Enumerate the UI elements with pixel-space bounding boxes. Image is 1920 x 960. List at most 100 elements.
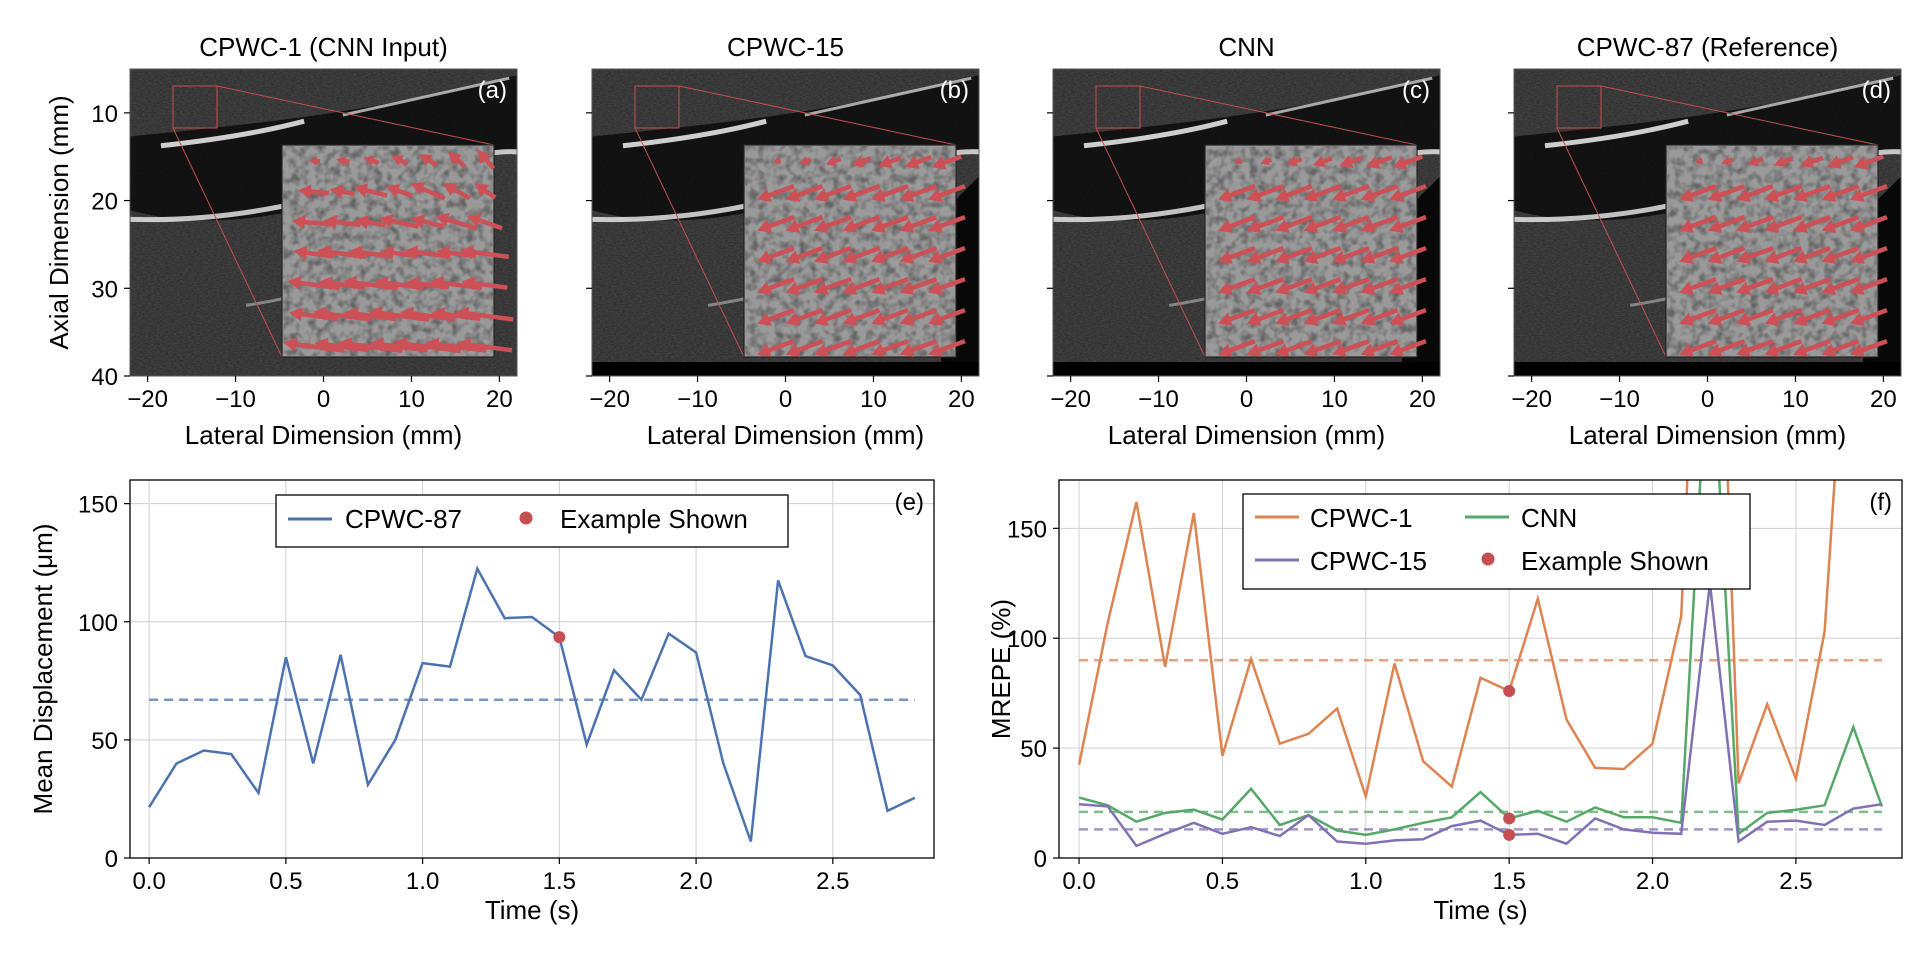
- displacement-arrow: [1286, 155, 1303, 167]
- displacement-arrow: [363, 155, 380, 167]
- arrow-head: [1218, 281, 1233, 295]
- legend-label: CNN: [1521, 503, 1577, 533]
- displacement-arrow: [1736, 339, 1774, 357]
- zoom-connector: [1556, 127, 1667, 358]
- arrow-head: [928, 219, 943, 233]
- displacement-arrow: [785, 184, 824, 202]
- x-tick-label: 0: [317, 386, 330, 413]
- displacement-arrow: [1707, 277, 1746, 295]
- example-marker: [1503, 812, 1516, 825]
- displacement-arrow: [1850, 246, 1888, 264]
- displacement-arrow: [313, 306, 372, 322]
- displacement-arrow: [1389, 246, 1427, 264]
- arrow-head: [1392, 156, 1408, 170]
- displacement-arrow: [928, 339, 966, 357]
- arrow-head: [785, 343, 801, 357]
- series-line-cpwc87: [148, 565, 916, 842]
- arrow-head: [899, 219, 915, 233]
- displacement-arrow: [899, 339, 938, 357]
- panel-a: (a) CPWC-1 (CNN Input) −20 −10 0 10 20 Lateral …: [44, 32, 518, 450]
- tissue-wall: [1726, 76, 1894, 117]
- arrow-head: [289, 307, 303, 322]
- arrow-head: [379, 213, 394, 228]
- displacement-arrow: [430, 275, 483, 291]
- arrow-head: [1303, 281, 1319, 295]
- displacement-arrow: [455, 306, 514, 322]
- arrow-head: [871, 188, 886, 202]
- panel-title: CNN: [1218, 32, 1274, 62]
- displacement-arrow: [773, 156, 782, 165]
- example-marker: [553, 631, 566, 644]
- displacement-arrow: [871, 308, 909, 326]
- arrow-head: [1764, 188, 1780, 202]
- arrow-head: [455, 306, 470, 321]
- arrow-head: [799, 156, 809, 166]
- displacement-arrow: [1850, 308, 1888, 326]
- arrow-head: [871, 219, 886, 233]
- ultrasound-panels: (a) CPWC-1 (CNN Input) −20 −10 0 10 20 Lateral …: [44, 32, 1902, 450]
- arrow-head: [928, 250, 943, 264]
- displacement-arrow: [1389, 184, 1427, 202]
- displacement-arrow: [344, 306, 397, 322]
- displacement-arrow: [785, 308, 824, 326]
- displacement-arrow: [1218, 215, 1256, 233]
- arrow-head: [435, 245, 450, 260]
- displacement-arrow: [814, 246, 852, 264]
- arrow-head: [1246, 250, 1262, 264]
- arrow-head: [313, 306, 327, 321]
- displacement-arrow: [1303, 246, 1342, 264]
- arrow-head: [1821, 343, 1837, 357]
- displacement-arrow: [905, 155, 932, 169]
- arrow-head: [1275, 188, 1290, 202]
- y-tick-label: 0: [1034, 846, 1047, 873]
- zoom-connector: [634, 127, 745, 358]
- arrow-head: [323, 214, 338, 230]
- arrow-head: [1303, 250, 1319, 264]
- displacement-arrow: [1275, 215, 1313, 233]
- arrow-head: [410, 214, 426, 229]
- displacement-arrow: [460, 245, 510, 260]
- displacement-arrow: [1764, 246, 1803, 264]
- plot-area: [148, 565, 916, 842]
- arrow-shaft: [461, 341, 513, 353]
- arrow-head: [842, 219, 858, 233]
- arrow-head: [1360, 250, 1376, 264]
- displacement-arrow: [1793, 277, 1831, 295]
- x-tick-label: 2.5: [816, 868, 849, 895]
- displacement-arrow: [1793, 215, 1831, 233]
- arrow-head: [1246, 219, 1262, 233]
- displacement-arrow: [1246, 308, 1285, 326]
- displacement-arrow: [757, 339, 795, 357]
- arrow-head: [1821, 312, 1837, 326]
- displacement-arrow: [448, 151, 467, 169]
- arrow-head: [773, 156, 781, 165]
- arrow-head: [852, 155, 865, 168]
- displacement-arrow: [425, 337, 487, 353]
- arrow-head: [825, 155, 837, 167]
- x-tick-label: 10: [1782, 386, 1809, 413]
- displacement-arrow: [1332, 308, 1370, 326]
- x-tick-label: −10: [1599, 386, 1640, 413]
- arrow-head: [757, 281, 772, 295]
- arrow-head: [461, 276, 476, 291]
- arrow-head: [394, 336, 408, 352]
- displacement-arrow: [1736, 246, 1774, 264]
- roi-box: [1095, 85, 1141, 129]
- y-tick-label: 20: [91, 189, 118, 216]
- arrow-head: [385, 184, 401, 198]
- chart-mrepe: 0.0 0.5 1.0 1.5 2.0 2.5 0 50 100 150 Time (s) MREPE…: [986, 479, 1903, 925]
- displacement-arrow: [1218, 277, 1256, 295]
- displacement-arrow: [1707, 184, 1746, 202]
- arrow-head: [466, 213, 482, 228]
- legend-box: [1242, 493, 1751, 590]
- zoom-connector: [216, 85, 495, 146]
- y-axis-label: Axial Dimension (mm): [44, 95, 74, 349]
- x-axis-label: Lateral Dimension (mm): [185, 420, 462, 450]
- arrow-shaft: [398, 340, 462, 354]
- y-tick-label: 150: [1007, 516, 1047, 543]
- y-tick-label: 10: [91, 101, 118, 128]
- y-tick-label: 0: [105, 846, 118, 873]
- displacement-arrow: [1707, 339, 1746, 357]
- arrow-shaft: [317, 310, 372, 322]
- arrow-head: [400, 306, 414, 321]
